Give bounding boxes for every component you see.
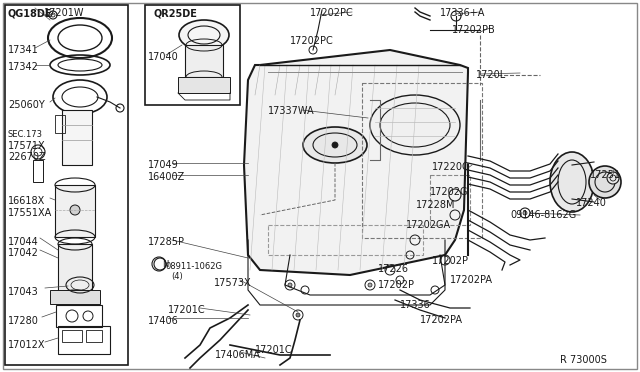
- Bar: [33, 160, 43, 182]
- Text: 17202G: 17202G: [430, 187, 468, 197]
- Ellipse shape: [589, 166, 621, 198]
- Text: 17336: 17336: [400, 300, 431, 310]
- Circle shape: [332, 142, 338, 148]
- Text: 17336+A: 17336+A: [440, 8, 485, 18]
- Circle shape: [296, 313, 300, 317]
- Text: 17571X: 17571X: [8, 141, 45, 151]
- Text: 17201W: 17201W: [44, 8, 84, 18]
- Bar: [58, 326, 110, 354]
- Bar: [145, 5, 240, 105]
- Bar: [268, 225, 423, 255]
- Text: 17202PB: 17202PB: [452, 25, 496, 35]
- Text: 17202P: 17202P: [432, 256, 469, 266]
- Ellipse shape: [550, 152, 594, 212]
- Ellipse shape: [303, 127, 367, 163]
- Circle shape: [288, 283, 292, 287]
- Text: 25060Y: 25060Y: [8, 100, 45, 110]
- Bar: [62, 330, 82, 342]
- Text: 17342: 17342: [8, 62, 39, 72]
- Text: 17251: 17251: [590, 170, 621, 180]
- Bar: [430, 175, 470, 225]
- Text: 16618X: 16618X: [8, 196, 45, 206]
- Text: 17202P: 17202P: [378, 280, 415, 290]
- Text: 17341: 17341: [8, 45, 39, 55]
- Text: 22670Z: 22670Z: [8, 152, 45, 162]
- Text: 16400Z: 16400Z: [148, 172, 185, 182]
- Bar: [50, 290, 100, 304]
- Text: 09146-8162G: 09146-8162G: [510, 210, 576, 220]
- Bar: [5, 5, 128, 365]
- Ellipse shape: [179, 20, 229, 50]
- Circle shape: [368, 283, 372, 287]
- Text: 17042: 17042: [8, 248, 39, 258]
- Text: 17228M: 17228M: [416, 200, 456, 210]
- Circle shape: [607, 172, 619, 184]
- Text: 17202GA: 17202GA: [406, 220, 451, 230]
- Text: N: N: [162, 260, 168, 269]
- Text: 17285P: 17285P: [148, 237, 185, 247]
- Text: 17012X: 17012X: [8, 340, 45, 350]
- Text: 17201C: 17201C: [255, 345, 292, 355]
- Text: 17201C: 17201C: [168, 305, 205, 315]
- Ellipse shape: [370, 95, 460, 155]
- Circle shape: [523, 211, 527, 215]
- Text: 17202PC: 17202PC: [310, 8, 354, 18]
- Polygon shape: [244, 50, 468, 275]
- Bar: [55, 185, 95, 237]
- Text: 17220Q: 17220Q: [432, 162, 470, 172]
- Text: 17406: 17406: [148, 316, 179, 326]
- Text: 17573X: 17573X: [214, 278, 252, 288]
- Bar: [185, 45, 223, 77]
- Text: 17337WA: 17337WA: [268, 106, 315, 116]
- Bar: [58, 244, 92, 296]
- Text: 17226: 17226: [378, 264, 409, 274]
- Text: R 73000S: R 73000S: [560, 355, 607, 365]
- Bar: [86, 330, 102, 342]
- Bar: [56, 305, 102, 327]
- Text: 17049: 17049: [148, 160, 179, 170]
- Text: 17040: 17040: [148, 52, 179, 62]
- Bar: [178, 77, 230, 93]
- Text: QG18DE: QG18DE: [8, 8, 52, 18]
- Text: 1720L: 1720L: [476, 70, 506, 80]
- Text: (4): (4): [171, 272, 183, 281]
- Bar: [55, 115, 65, 133]
- Text: 17202PA: 17202PA: [450, 275, 493, 285]
- Text: 17044: 17044: [8, 237, 39, 247]
- Text: 17240: 17240: [576, 198, 607, 208]
- Bar: [362, 83, 482, 238]
- Text: 17202PA: 17202PA: [420, 315, 463, 325]
- Text: 17406MA: 17406MA: [215, 350, 261, 360]
- Bar: [62, 110, 92, 165]
- Text: 17551XA: 17551XA: [8, 208, 52, 218]
- Circle shape: [70, 205, 80, 215]
- Text: 08911-1062G: 08911-1062G: [165, 262, 222, 271]
- Text: 17202PC: 17202PC: [290, 36, 333, 46]
- Text: QR25DE: QR25DE: [154, 8, 198, 18]
- Text: 17043: 17043: [8, 287, 39, 297]
- Text: 17280: 17280: [8, 316, 39, 326]
- Text: SEC.173: SEC.173: [8, 130, 43, 139]
